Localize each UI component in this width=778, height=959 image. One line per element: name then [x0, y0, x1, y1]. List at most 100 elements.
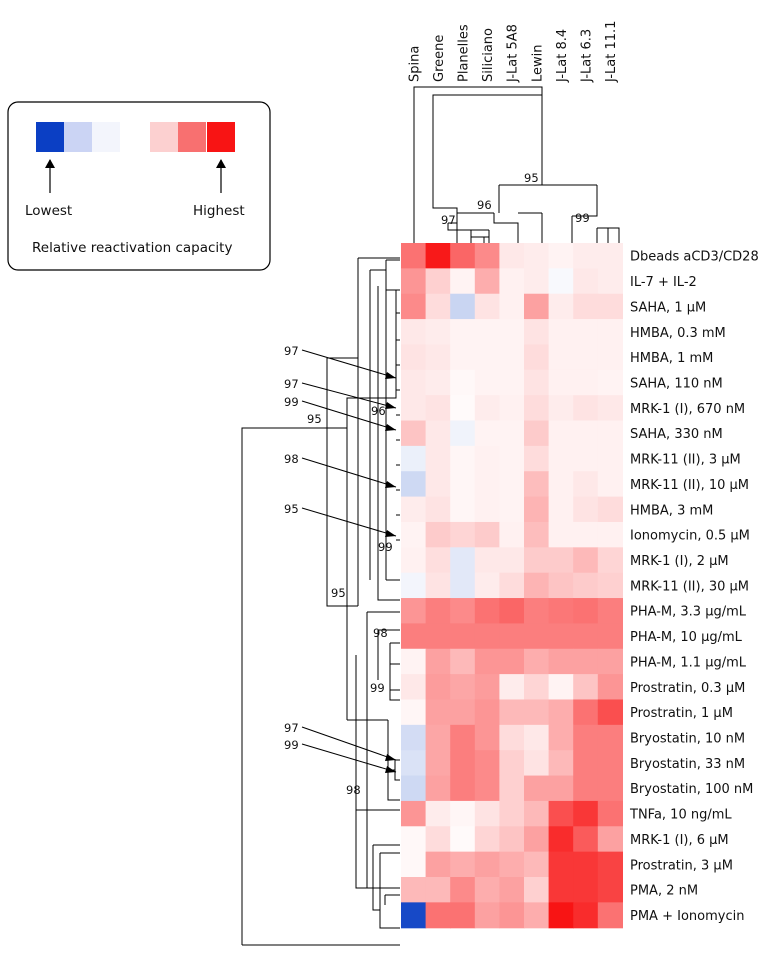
- heatmap-cell: [450, 648, 476, 675]
- heatmap-cell: [425, 775, 451, 802]
- arrow-97b-head: [385, 402, 396, 409]
- heatmap-cell: [573, 293, 599, 320]
- heatmap-cell: [573, 877, 599, 903]
- heatmap-cell: [524, 369, 550, 396]
- heatmap-cell: [401, 268, 427, 295]
- heatmap-cell: [524, 699, 550, 726]
- heatmap-cell: [524, 496, 550, 523]
- heatmap-cell: [524, 395, 550, 422]
- row-boot-97c: 97: [284, 721, 299, 735]
- heatmap-cell: [450, 750, 476, 777]
- row-boot-95b: 95: [284, 502, 299, 516]
- arrow-97c-head: [385, 754, 396, 761]
- column-label-siliciano: Siliciano: [481, 28, 496, 82]
- heatmap-cell: [401, 445, 427, 472]
- heatmap-cell: [573, 395, 599, 422]
- heatmap-cell: [401, 369, 427, 396]
- heatmap-cell: [597, 699, 623, 726]
- heatmap-cell: [401, 851, 427, 878]
- heatmap-cell: [425, 800, 451, 827]
- heatmap-cell: [597, 344, 623, 371]
- arrow-97c: [301, 726, 397, 761]
- col-boot-96: 96: [477, 198, 492, 212]
- row-label-prostratin-1-m: Prostratin, 1 µM: [630, 706, 733, 721]
- heatmap-cell: [573, 319, 599, 346]
- heatmap-cell: [450, 623, 476, 650]
- heatmap-cell: [401, 826, 427, 853]
- heatmap-cell: [573, 648, 599, 675]
- legend-high-label: Highest: [193, 203, 245, 219]
- column-label-j-lat-11-1: J-Lat 11.1: [604, 21, 619, 83]
- heatmap-cell: [474, 902, 500, 929]
- row-label-saha-1-m: SAHA, 1 µM: [630, 300, 706, 315]
- heatmap-cell: [499, 902, 525, 929]
- annotation-arrows: [301, 349, 397, 773]
- heatmap-cell: [597, 877, 623, 903]
- heatmap-cell: [401, 648, 427, 675]
- heatmap-cell: [425, 420, 451, 447]
- heatmap-cell: [524, 877, 550, 903]
- heatmap-cell: [548, 268, 574, 295]
- row-label-mrk-1-i-2-m: MRK-1 (I), 2 µM: [630, 554, 729, 569]
- legend-low-label: Lowest: [25, 203, 72, 219]
- heatmap-cell: [573, 420, 599, 447]
- heatmap-cell: [425, 496, 451, 523]
- heatmap-cell: [597, 572, 623, 599]
- row-label-prostratin-0-3-m: Prostratin, 0.3 µM: [630, 681, 745, 696]
- heatmap-cell: [474, 445, 500, 472]
- heatmap-cell: [499, 344, 525, 371]
- arrow-95b-head: [385, 530, 396, 537]
- heatmap-cell: [450, 369, 476, 396]
- legend-caption: Relative reactivation capacity: [32, 240, 232, 256]
- heatmap-cell: [573, 445, 599, 472]
- row-label-pha-m-3-3-g-ml: PHA-M, 3.3 µg/mL: [630, 605, 747, 620]
- heatmap-cell: [524, 572, 550, 599]
- heatmap-cell: [573, 826, 599, 853]
- heatmap-cell: [425, 395, 451, 422]
- heatmap-cell: [401, 699, 427, 726]
- heatmap-cell: [425, 648, 451, 675]
- arrow-98a: [301, 457, 397, 488]
- heatmap-cell: [573, 344, 599, 371]
- heatmap-cell: [597, 293, 623, 320]
- heatmap-cell: [450, 496, 476, 523]
- row-label-saha-330-nm: SAHA, 330 nM: [630, 427, 723, 442]
- heatmap-cell: [474, 648, 500, 675]
- arrow-98a-head: [385, 481, 396, 488]
- heatmap-cells: [401, 243, 623, 929]
- heatmap-cell: [425, 851, 451, 878]
- heatmap-cell: [573, 268, 599, 295]
- heatmap-cell: [597, 369, 623, 396]
- heatmap-cell: [401, 243, 427, 269]
- col-boot-99: 99: [575, 211, 590, 225]
- heatmap-cell: [450, 877, 476, 903]
- heatmap-cell: [425, 598, 451, 624]
- heatmap-cell: [474, 724, 500, 751]
- arrow-99d-head: [385, 766, 396, 773]
- heatmap-cell: [573, 623, 599, 650]
- heatmap-cell: [524, 293, 550, 320]
- heatmap-cell: [474, 521, 500, 548]
- column-label-j-lat-5a8: J-Lat 5A8: [506, 24, 521, 83]
- heatmap-cell: [597, 445, 623, 472]
- row-boot-96: 96: [371, 404, 386, 418]
- heatmap-cell: [548, 572, 574, 599]
- column-label-spina: Spina: [407, 46, 422, 82]
- heatmap-cell: [597, 243, 623, 269]
- heatmap-cell: [450, 344, 476, 371]
- heatmap-cell: [573, 547, 599, 574]
- heatmap-cell: [425, 445, 451, 472]
- highest-arrow-head: [216, 159, 226, 168]
- heatmap-cell: [524, 445, 550, 472]
- heatmap-cell: [548, 775, 574, 802]
- heatmap-cell: [499, 750, 525, 777]
- heatmap-cell: [425, 369, 451, 396]
- heatmap-cell: [597, 902, 623, 929]
- heatmap-cell: [524, 420, 550, 447]
- heatmap-cell: [548, 826, 574, 853]
- heatmap-cell: [573, 750, 599, 777]
- heatmap-cell: [474, 877, 500, 903]
- row-label-pha-m-10-g-ml: PHA-M, 10 µg/mL: [630, 630, 743, 645]
- heatmap-cell: [573, 800, 599, 827]
